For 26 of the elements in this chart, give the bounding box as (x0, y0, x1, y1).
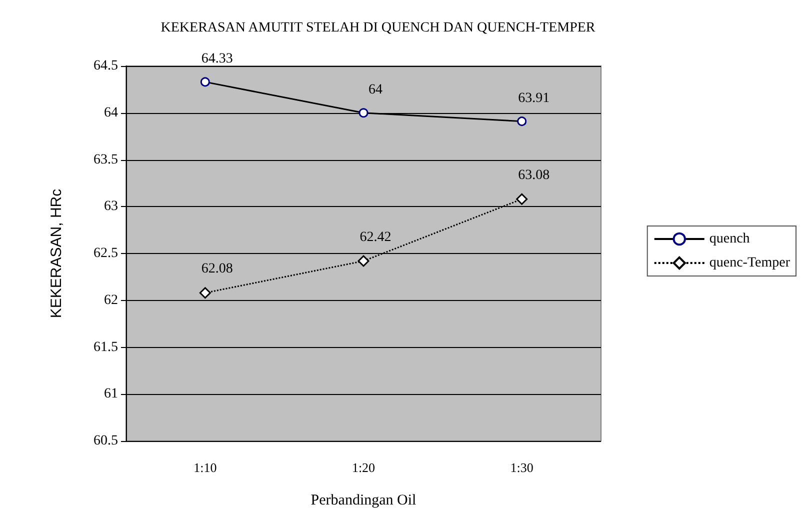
legend-label: quenc-Temper (709, 256, 790, 270)
point (516, 193, 528, 205)
x-tick-label: 1:30 (510, 460, 534, 475)
x-tick-label: 1:20 (352, 460, 376, 475)
x-tick-label: 1:10 (194, 460, 217, 475)
x-axis-title: Perbandingan Oil (310, 492, 416, 508)
y-tick-label: 60.5 (94, 434, 118, 448)
data-label: 62.08 (201, 262, 233, 277)
y-tick-label: 61.5 (94, 340, 118, 355)
legend-label: quench (709, 232, 750, 246)
point (199, 287, 211, 299)
y-tick-label: 64.5 (94, 58, 118, 74)
y-tick-label: 64 (104, 105, 118, 120)
y-axis-title: KEKERASAN, HRc (48, 188, 65, 318)
y-tick-label: 62.5 (94, 246, 118, 261)
y-tick-label: 63 (104, 199, 118, 214)
y-tick-label: 61 (104, 386, 118, 402)
chart-title: KEKERASAN AMUTIT STELAH DI QUENCH DAN QUENCH-TEMPER (160, 20, 596, 36)
y-tick-label: 62 (104, 292, 118, 308)
data-label: 63.08 (518, 168, 550, 183)
data-label: 62.42 (360, 230, 392, 245)
data-label: 63.91 (518, 91, 550, 106)
point (358, 255, 370, 267)
y-tick-label: 63.5 (94, 152, 118, 168)
data-label: 64.33 (201, 52, 233, 67)
data-label: 64 (368, 82, 382, 98)
